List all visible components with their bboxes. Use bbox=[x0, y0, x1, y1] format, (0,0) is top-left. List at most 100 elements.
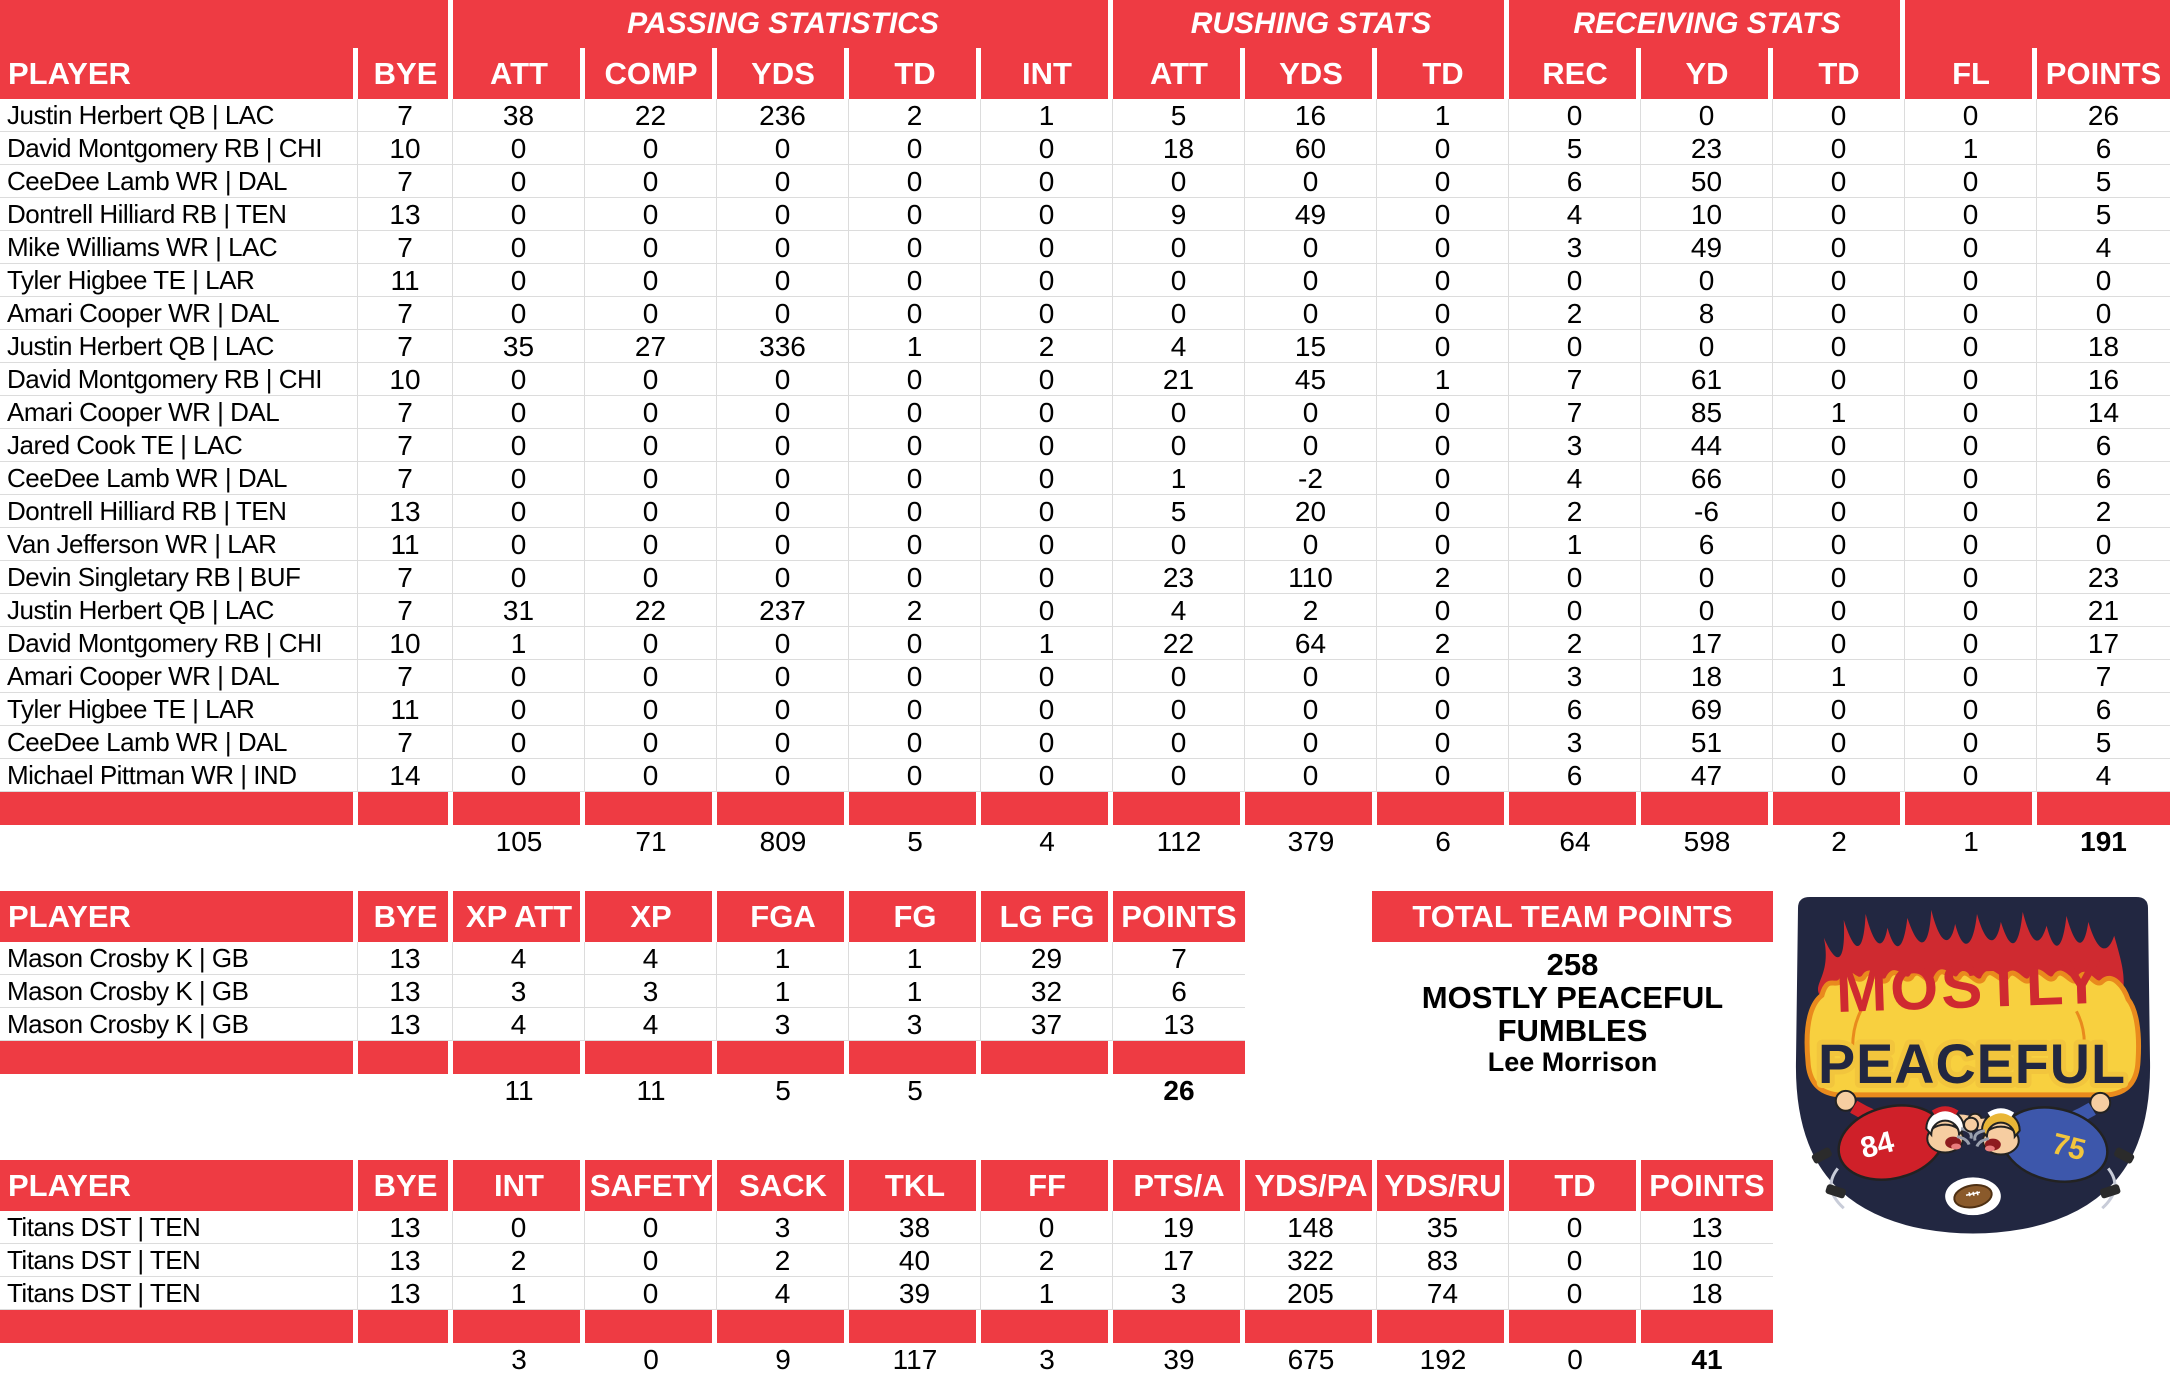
total-cell[interactable] bbox=[358, 1343, 453, 1376]
stat-cell[interactable]: 0 bbox=[849, 660, 981, 693]
stat-cell[interactable]: 31 bbox=[453, 594, 585, 627]
stat-cell[interactable]: 0 bbox=[1905, 264, 2037, 297]
column-header-cell[interactable]: INT bbox=[453, 1160, 585, 1211]
stat-cell[interactable]: 23 bbox=[2037, 561, 2170, 594]
stat-cell[interactable]: 0 bbox=[1377, 693, 1509, 726]
stat-cell[interactable]: 4 bbox=[1509, 198, 1641, 231]
stat-cell[interactable]: 2 bbox=[981, 1244, 1113, 1277]
total-cell[interactable]: 26 bbox=[1113, 1074, 1245, 1107]
stat-cell[interactable]: 10 bbox=[358, 627, 453, 660]
stat-cell[interactable]: 0 bbox=[849, 495, 981, 528]
player-cell[interactable]: Tyler Higbee TE | LAR bbox=[0, 693, 358, 726]
stat-cell[interactable]: 6 bbox=[2037, 462, 2170, 495]
stat-cell[interactable]: 0 bbox=[981, 132, 1113, 165]
stat-cell[interactable]: 0 bbox=[585, 1244, 717, 1277]
column-header-cell[interactable]: TD bbox=[849, 48, 981, 99]
stat-cell[interactable]: 0 bbox=[1377, 594, 1509, 627]
stat-cell[interactable]: 0 bbox=[1641, 264, 1773, 297]
stat-cell[interactable]: 0 bbox=[453, 231, 585, 264]
stat-cell[interactable]: 0 bbox=[453, 165, 585, 198]
stat-cell[interactable]: 6 bbox=[2037, 132, 2170, 165]
stat-cell[interactable]: 0 bbox=[717, 363, 849, 396]
stat-cell[interactable]: 237 bbox=[717, 594, 849, 627]
stat-cell[interactable]: 1 bbox=[849, 942, 981, 975]
total-cell[interactable]: 2 bbox=[1773, 825, 1905, 858]
player-cell[interactable]: Mason Crosby K | GB bbox=[0, 975, 358, 1008]
column-header-cell[interactable]: POINTS bbox=[2037, 48, 2170, 99]
stat-cell[interactable]: 14 bbox=[2037, 396, 2170, 429]
stat-cell[interactable]: 0 bbox=[1245, 231, 1377, 264]
stat-cell[interactable]: 22 bbox=[585, 99, 717, 132]
stat-cell[interactable]: 1 bbox=[981, 627, 1113, 660]
stat-cell[interactable]: 0 bbox=[981, 1211, 1113, 1244]
player-cell[interactable]: David Montgomery RB | CHI bbox=[0, 132, 358, 165]
stat-cell[interactable]: 2 bbox=[1245, 594, 1377, 627]
stat-cell[interactable]: 2 bbox=[1377, 561, 1509, 594]
stat-cell[interactable]: 0 bbox=[1113, 396, 1245, 429]
stat-cell[interactable]: 5 bbox=[1509, 132, 1641, 165]
stat-cell[interactable]: 0 bbox=[1641, 330, 1773, 363]
stat-cell[interactable]: 27 bbox=[585, 330, 717, 363]
stat-cell[interactable]: 7 bbox=[358, 396, 453, 429]
stat-cell[interactable]: 2 bbox=[1377, 627, 1509, 660]
stat-cell[interactable]: 0 bbox=[1773, 495, 1905, 528]
column-header-cell[interactable]: SACK bbox=[717, 1160, 849, 1211]
stat-cell[interactable]: 5 bbox=[2037, 165, 2170, 198]
stat-cell[interactable]: 0 bbox=[1509, 594, 1641, 627]
stat-cell[interactable]: 0 bbox=[1377, 297, 1509, 330]
stat-cell[interactable]: 0 bbox=[1905, 726, 2037, 759]
stat-cell[interactable]: 9 bbox=[1113, 198, 1245, 231]
stat-cell[interactable]: 1 bbox=[1377, 363, 1509, 396]
stat-cell[interactable]: 0 bbox=[1773, 330, 1905, 363]
stat-cell[interactable]: 5 bbox=[2037, 726, 2170, 759]
stat-cell[interactable]: 0 bbox=[1773, 231, 1905, 264]
total-team-points-banner[interactable]: TOTAL TEAM POINTS bbox=[1372, 891, 1773, 942]
stat-cell[interactable]: 4 bbox=[453, 1008, 585, 1041]
player-cell[interactable]: Amari Cooper WR | DAL bbox=[0, 297, 358, 330]
stat-cell[interactable]: 0 bbox=[585, 660, 717, 693]
stat-cell[interactable]: 0 bbox=[453, 462, 585, 495]
stat-cell[interactable]: 0 bbox=[849, 693, 981, 726]
stat-cell[interactable]: 7 bbox=[358, 660, 453, 693]
stat-cell[interactable]: 1 bbox=[1113, 462, 1245, 495]
stat-cell[interactable]: 0 bbox=[981, 264, 1113, 297]
stat-cell[interactable]: 13 bbox=[358, 1008, 453, 1041]
stat-cell[interactable]: 0 bbox=[1245, 396, 1377, 429]
stat-cell[interactable]: 0 bbox=[1113, 528, 1245, 561]
stat-cell[interactable]: 19 bbox=[1113, 1211, 1245, 1244]
stat-cell[interactable]: 11 bbox=[358, 264, 453, 297]
stat-cell[interactable]: 0 bbox=[1905, 165, 2037, 198]
column-header-cell[interactable]: BYE bbox=[358, 48, 453, 99]
stat-cell[interactable]: 0 bbox=[585, 363, 717, 396]
player-cell[interactable]: Dontrell Hilliard RB | TEN bbox=[0, 198, 358, 231]
player-cell[interactable]: Justin Herbert QB | LAC bbox=[0, 330, 358, 363]
column-header-cell[interactable]: FGA bbox=[717, 891, 849, 942]
stat-cell[interactable]: 3 bbox=[1509, 231, 1641, 264]
stat-cell[interactable]: 8 bbox=[1641, 297, 1773, 330]
stat-cell[interactable]: 0 bbox=[717, 231, 849, 264]
stat-cell[interactable]: 0 bbox=[2037, 264, 2170, 297]
total-cell[interactable] bbox=[358, 1074, 453, 1107]
stat-cell[interactable]: 0 bbox=[717, 264, 849, 297]
stat-cell[interactable]: 0 bbox=[1509, 99, 1641, 132]
stat-cell[interactable]: 3 bbox=[1509, 726, 1641, 759]
stat-cell[interactable]: 0 bbox=[1509, 264, 1641, 297]
stat-cell[interactable]: 6 bbox=[1641, 528, 1773, 561]
stat-cell[interactable]: 0 bbox=[453, 396, 585, 429]
column-header-cell[interactable]: FL bbox=[1905, 48, 2037, 99]
stat-cell[interactable]: 40 bbox=[849, 1244, 981, 1277]
stat-cell[interactable]: 0 bbox=[1905, 363, 2037, 396]
stat-cell[interactable]: 18 bbox=[2037, 330, 2170, 363]
stat-cell[interactable]: 6 bbox=[1509, 165, 1641, 198]
stat-cell[interactable]: 0 bbox=[585, 693, 717, 726]
stat-cell[interactable]: 21 bbox=[1113, 363, 1245, 396]
group-header-cell[interactable] bbox=[1905, 0, 2170, 48]
stat-cell[interactable]: 0 bbox=[1773, 627, 1905, 660]
stat-cell[interactable]: 0 bbox=[717, 726, 849, 759]
stat-cell[interactable]: 0 bbox=[1905, 198, 2037, 231]
stat-cell[interactable]: 0 bbox=[1905, 660, 2037, 693]
player-cell[interactable]: CeeDee Lamb WR | DAL bbox=[0, 462, 358, 495]
total-cell[interactable]: 192 bbox=[1377, 1343, 1509, 1376]
total-cell[interactable]: 4 bbox=[981, 825, 1113, 858]
stat-cell[interactable]: 0 bbox=[981, 363, 1113, 396]
